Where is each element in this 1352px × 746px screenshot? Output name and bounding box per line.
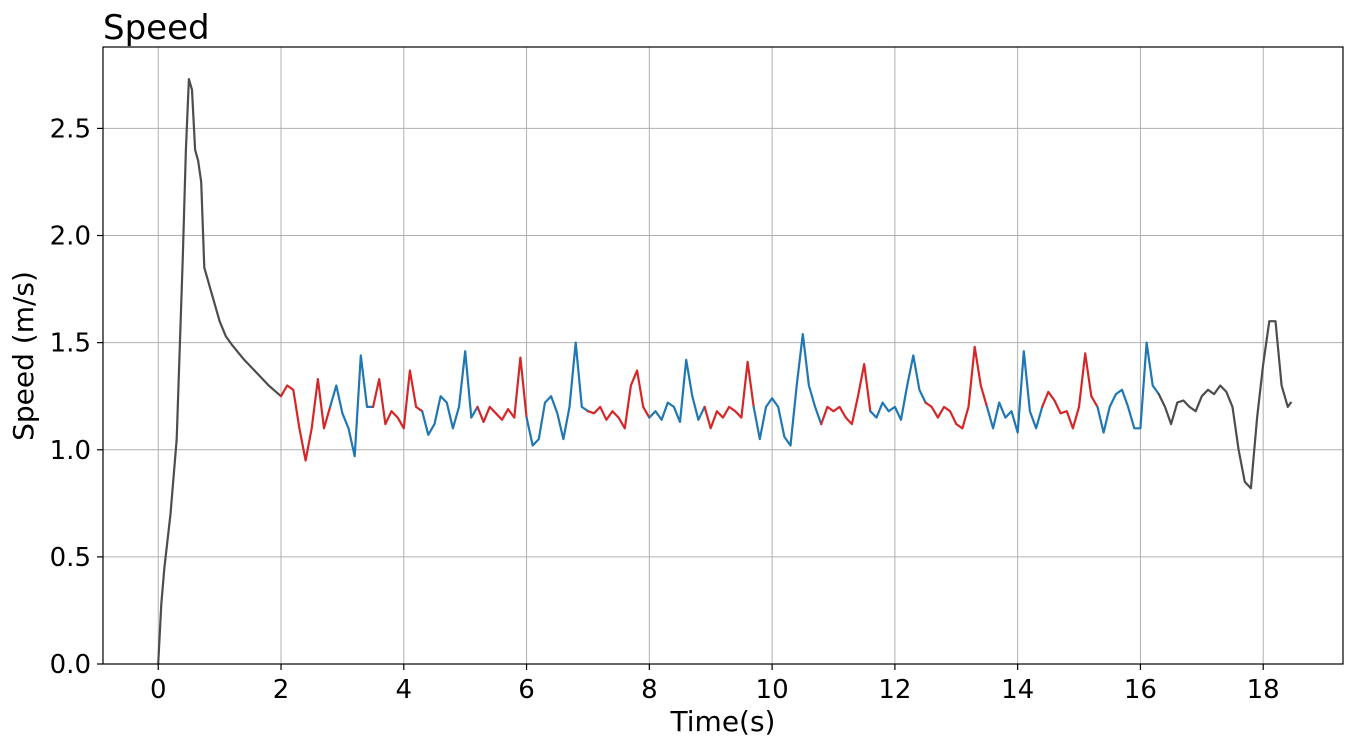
series-line-red	[1041, 352, 1099, 430]
y-tick-label: 0.5	[50, 543, 91, 573]
x-tick-label: 6	[518, 675, 535, 705]
series-line-blue	[329, 354, 375, 458]
x-tick-label: 16	[1124, 675, 1157, 705]
y-tick-label: 0.0	[50, 650, 91, 680]
y-axis-ticks: 0.0 0.5 1.0 1.5 2.0 2.5	[50, 114, 103, 680]
series-line-blue	[1096, 341, 1160, 434]
y-tick-label: 1.5	[50, 329, 91, 359]
x-tick-label: 2	[273, 675, 290, 705]
grid	[103, 47, 1343, 665]
series-line-red	[820, 363, 872, 426]
series-line-red	[924, 345, 989, 430]
series-line-blue	[752, 333, 823, 447]
series-line-red	[703, 360, 755, 430]
series-line-blue	[869, 354, 927, 421]
series-line-lead	[157, 77, 283, 666]
plot-frame	[102, 46, 1344, 665]
series-line-blue	[648, 358, 706, 423]
series-line-blue	[421, 350, 479, 436]
y-axis-label: Speed (m/s)	[7, 271, 40, 441]
x-tick-label: 4	[396, 675, 413, 705]
x-tick-label: 0	[150, 675, 167, 705]
series-line-lead	[1157, 320, 1292, 490]
x-tick-label: 18	[1247, 675, 1280, 705]
x-axis-ticks: 0 2 4 6 8 10 12 14 16 18	[150, 664, 1280, 705]
series-lines	[157, 77, 1292, 666]
series-line-blue	[985, 350, 1044, 434]
chart-title: Speed	[103, 8, 210, 48]
series-line-red	[279, 378, 332, 462]
series-line-blue	[525, 341, 590, 447]
x-tick-label: 14	[1001, 675, 1034, 705]
series-line-red	[372, 369, 424, 430]
x-tick-label: 8	[641, 675, 658, 705]
x-tick-label: 10	[756, 675, 789, 705]
x-axis-label: Time(s)	[670, 705, 776, 738]
y-tick-label: 2.0	[50, 222, 91, 252]
series-line-red	[476, 356, 528, 423]
series-line-red	[586, 369, 651, 430]
x-tick-label: 12	[878, 675, 911, 705]
y-tick-label: 1.0	[50, 436, 91, 466]
y-tick-label: 2.5	[50, 114, 91, 144]
